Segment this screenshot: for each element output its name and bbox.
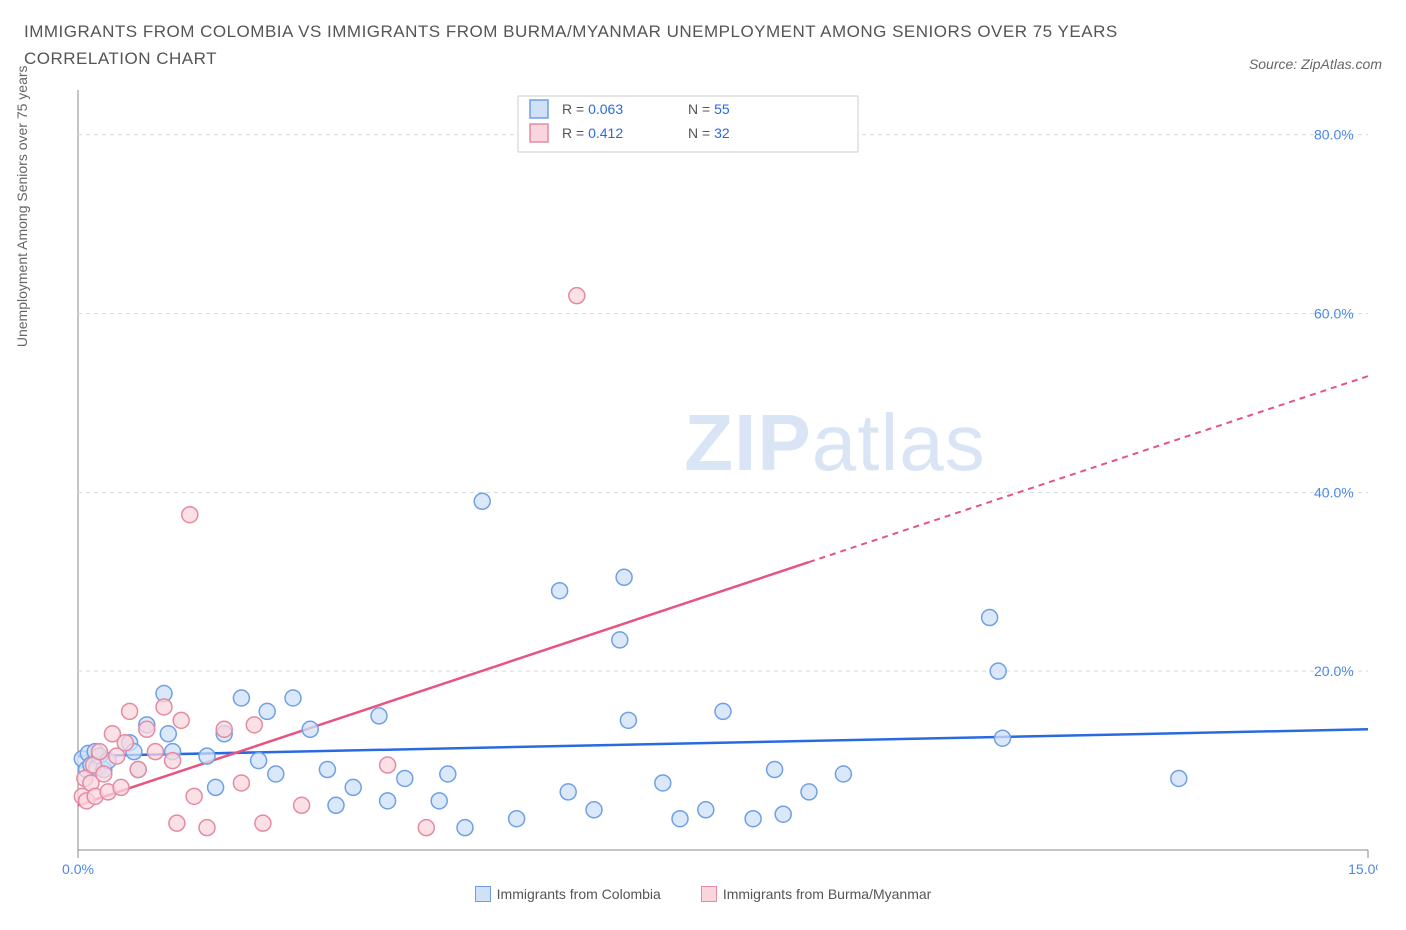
data-point — [285, 690, 301, 706]
data-point — [560, 784, 576, 800]
data-point — [96, 766, 112, 782]
correlation-scatter-chart: ZIPatlas 20.0% 40.0% 60.0% 80.0% 0.0% 15.0% R =… — [24, 80, 1378, 880]
title-line-2: CORRELATION CHART — [24, 49, 217, 68]
data-point — [835, 766, 851, 782]
y-tick-label: 40.0% — [1314, 485, 1354, 501]
x-tick-label: 0.0% — [62, 861, 94, 877]
data-point — [995, 731, 1011, 747]
data-point — [165, 753, 181, 769]
data-point — [474, 494, 490, 510]
data-point — [169, 816, 185, 832]
data-point — [418, 820, 434, 836]
data-point — [457, 820, 473, 836]
data-point — [122, 704, 138, 720]
svg-text:N = 32: N = 32 — [688, 125, 730, 141]
legend-stats: R = 0.063 N = 55 R = 0.412 N = 32 — [518, 96, 858, 152]
legend-swatch — [475, 886, 491, 902]
data-point — [745, 811, 761, 827]
data-point — [255, 816, 271, 832]
data-point — [92, 744, 108, 760]
data-point — [216, 722, 232, 738]
data-point — [182, 507, 198, 523]
data-point — [345, 780, 361, 796]
watermark: ZIPatlas — [684, 398, 985, 487]
data-point — [294, 798, 310, 814]
legend-swatch — [530, 124, 548, 142]
trend-line — [78, 730, 1368, 757]
data-point — [982, 610, 998, 626]
data-point — [440, 766, 456, 782]
data-point — [130, 762, 146, 778]
legend-label: Immigrants from Colombia — [497, 886, 661, 902]
data-point — [328, 798, 344, 814]
data-point — [655, 775, 671, 791]
legend-swatch — [530, 100, 548, 118]
data-point — [775, 807, 791, 823]
title-line-1: IMMIGRANTS FROM COLOMBIA VS IMMIGRANTS F… — [24, 22, 1118, 41]
data-point — [208, 780, 224, 796]
bottom-legend: Immigrants from Colombia Immigrants from … — [24, 886, 1382, 902]
data-point — [616, 570, 632, 586]
x-tick-label: 15.0% — [1348, 861, 1378, 877]
data-point — [509, 811, 525, 827]
data-point — [186, 789, 202, 805]
y-tick-label: 80.0% — [1314, 127, 1354, 143]
data-point — [698, 802, 714, 818]
data-point — [246, 717, 262, 733]
data-point — [251, 753, 267, 769]
data-point — [801, 784, 817, 800]
data-point — [302, 722, 318, 738]
data-point — [552, 583, 568, 599]
data-point — [268, 766, 284, 782]
data-point — [569, 288, 585, 304]
chart-title: IMMIGRANTS FROM COLOMBIA VS IMMIGRANTS F… — [24, 18, 1118, 72]
source-attribution: Source: ZipAtlas.com — [1249, 56, 1382, 72]
chart-container: Unemployment Among Seniors over 75 years… — [24, 80, 1382, 880]
data-point — [319, 762, 335, 778]
data-point — [371, 708, 387, 724]
legend-swatch — [701, 886, 717, 902]
legend-item: Immigrants from Colombia — [475, 886, 661, 902]
data-point — [397, 771, 413, 787]
data-point — [380, 793, 396, 809]
data-point — [1171, 771, 1187, 787]
header-row: IMMIGRANTS FROM COLOMBIA VS IMMIGRANTS F… — [24, 18, 1382, 72]
data-point — [233, 690, 249, 706]
data-point — [139, 722, 155, 738]
data-point — [117, 735, 133, 751]
data-point — [233, 775, 249, 791]
data-point — [259, 704, 275, 720]
data-point — [380, 757, 396, 773]
svg-text:R = 0.063: R = 0.063 — [562, 101, 623, 117]
data-point — [199, 748, 215, 764]
data-point — [199, 820, 215, 836]
data-point — [612, 632, 628, 648]
y-tick-label: 20.0% — [1314, 664, 1354, 680]
data-point — [620, 713, 636, 729]
svg-text:N = 55: N = 55 — [688, 101, 730, 117]
data-point — [672, 811, 688, 827]
y-axis-label: Unemployment Among Seniors over 75 years — [14, 66, 30, 348]
data-point — [160, 726, 176, 742]
data-point — [431, 793, 447, 809]
data-point — [156, 699, 172, 715]
legend-label: Immigrants from Burma/Myanmar — [723, 886, 931, 902]
y-tick-label: 60.0% — [1314, 306, 1354, 322]
data-point — [767, 762, 783, 778]
svg-text:R = 0.412: R = 0.412 — [562, 125, 623, 141]
data-point — [715, 704, 731, 720]
data-point — [586, 802, 602, 818]
data-point — [990, 664, 1006, 680]
data-point — [173, 713, 189, 729]
data-point — [147, 744, 163, 760]
data-point — [113, 780, 129, 796]
legend-item: Immigrants from Burma/Myanmar — [701, 886, 931, 902]
